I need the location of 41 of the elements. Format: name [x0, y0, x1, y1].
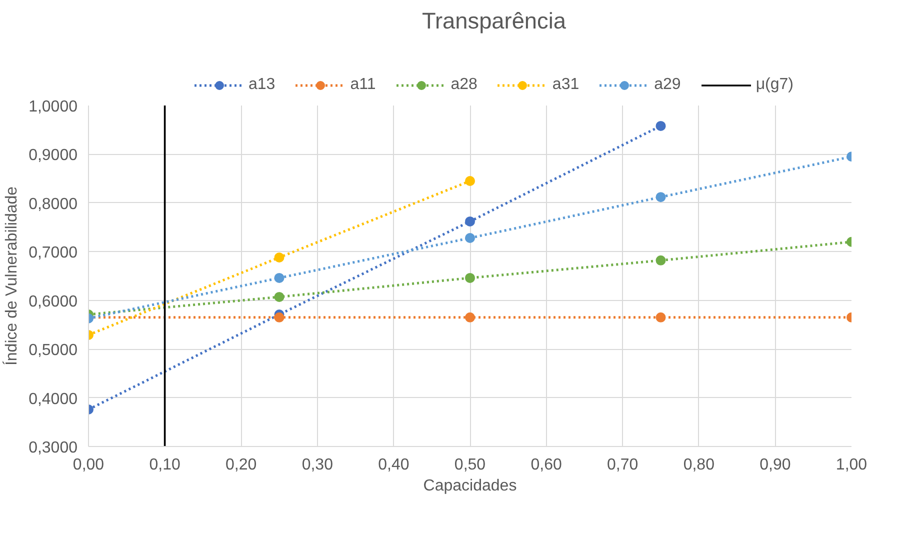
x-axis-title: Capacidades: [423, 478, 517, 494]
y-tick-label: 0,8000: [28, 196, 78, 213]
y-tick-label: 0,3000: [28, 440, 78, 456]
x-tick-label: 0,50: [454, 456, 486, 474]
y-tick-label: 0,9000: [28, 147, 78, 164]
x-tick-label: 0,00: [72, 456, 104, 474]
point: [656, 120, 666, 131]
x-tick-label: 0,60: [530, 456, 562, 474]
point: [465, 272, 475, 283]
x-tick-label: 1,00: [836, 456, 868, 474]
point: [465, 216, 475, 226]
y-tick-label: 0,6000: [28, 293, 78, 310]
point: [656, 192, 666, 202]
point: [274, 312, 284, 322]
point: [274, 252, 284, 262]
legend-label: μ(g7): [756, 76, 794, 94]
y-tick-label: 0,7000: [28, 244, 78, 262]
y-tick-label: 0,5000: [28, 342, 78, 360]
legend-label: a31: [552, 76, 580, 94]
y-tick-label: 1,0000: [28, 98, 78, 116]
x-tick-label: 0,30: [302, 456, 334, 474]
x-tick-label: 0,10: [149, 456, 180, 474]
x-tick-label: 0,40: [378, 456, 410, 474]
y-axis-title: Índice de Vulnerabilidade: [2, 186, 21, 366]
point: [465, 176, 475, 186]
chart-title: Transparência: [422, 8, 566, 34]
point: [656, 312, 666, 322]
point: [656, 255, 666, 266]
point: [274, 272, 284, 283]
x-tick-label: 0,70: [607, 456, 638, 474]
y-tick-label: 0,4000: [28, 390, 78, 408]
x-tick-label: 0,90: [760, 456, 791, 474]
point: [465, 233, 475, 243]
legend-label: a11: [350, 76, 376, 94]
legend-label: a29: [654, 76, 681, 94]
x-tick-label: 0,20: [226, 456, 257, 474]
point: [465, 312, 475, 322]
point: [274, 292, 284, 302]
x-tick-label: 0,80: [683, 456, 715, 474]
legend-label: a28: [450, 76, 478, 94]
legend-label: a13: [248, 76, 276, 94]
